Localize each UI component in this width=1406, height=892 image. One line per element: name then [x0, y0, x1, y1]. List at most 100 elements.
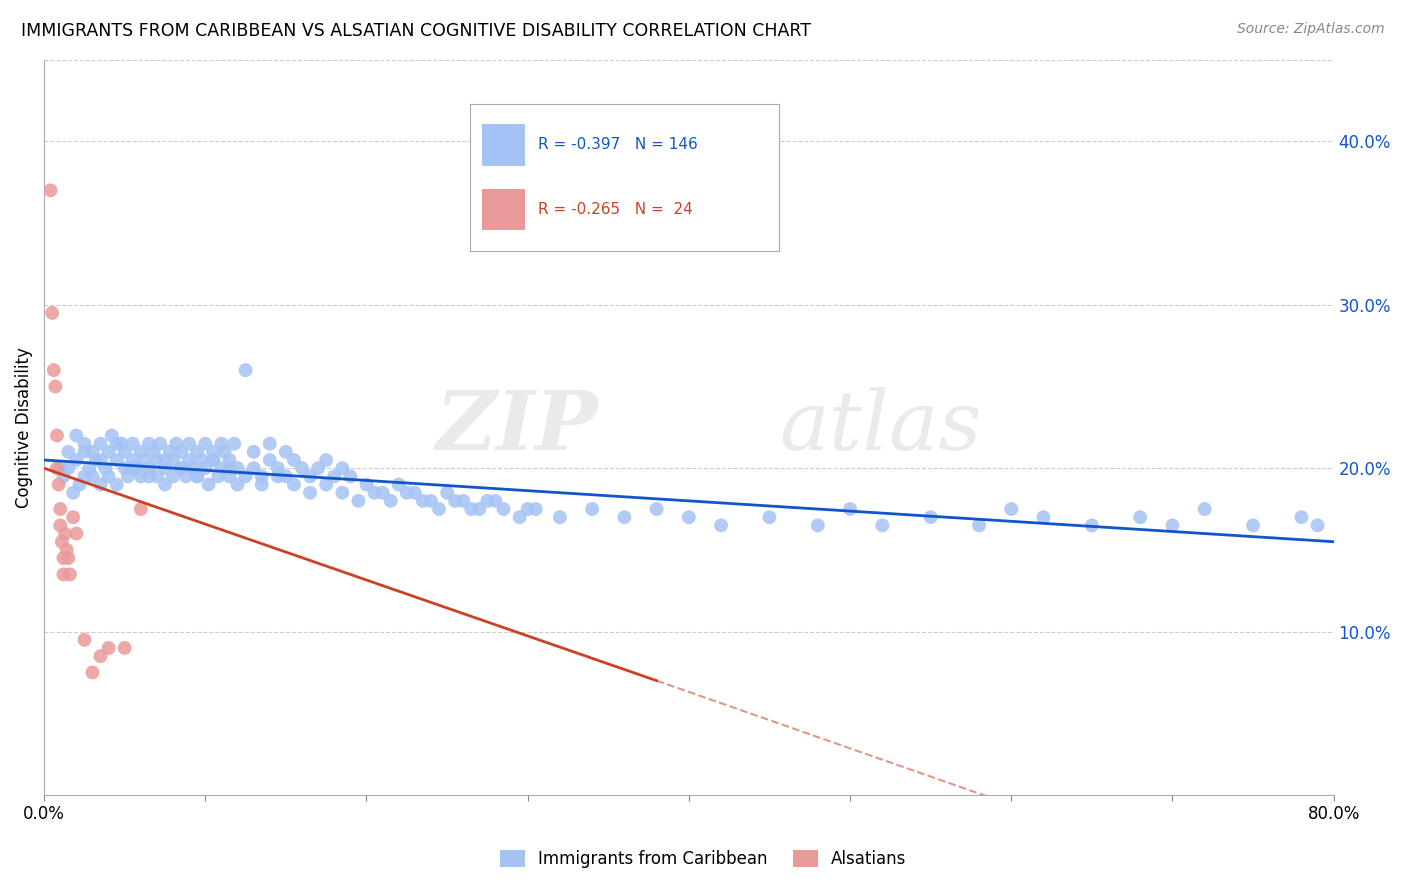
- Point: [710, 518, 733, 533]
- Point: [42, 363, 65, 377]
- Point: [142, 445, 165, 459]
- Point: [1161, 518, 1184, 533]
- Point: [226, 461, 249, 475]
- Point: [105, 477, 128, 491]
- Point: [159, 445, 181, 459]
- Point: [149, 436, 172, 450]
- Point: [315, 477, 337, 491]
- Text: atlas: atlas: [779, 387, 981, 467]
- Point: [202, 445, 225, 459]
- Point: [460, 502, 482, 516]
- Point: [73, 445, 96, 459]
- Point: [242, 461, 264, 475]
- Point: [218, 453, 240, 467]
- Point: [170, 445, 193, 459]
- Point: [1241, 518, 1264, 533]
- Point: [194, 436, 217, 450]
- Point: [839, 502, 862, 516]
- Point: [162, 453, 184, 467]
- Point: [209, 461, 232, 475]
- Point: [138, 436, 160, 450]
- Point: [420, 494, 443, 508]
- Point: [1291, 510, 1313, 524]
- Point: [62, 510, 84, 524]
- Point: [77, 461, 100, 475]
- Point: [65, 428, 87, 442]
- Point: [58, 445, 80, 459]
- Point: [153, 461, 176, 475]
- Point: [73, 632, 96, 647]
- Point: [146, 453, 169, 467]
- Point: [202, 453, 225, 467]
- Point: [209, 436, 232, 450]
- Point: [436, 485, 458, 500]
- Point: [146, 469, 169, 483]
- Point: [44, 379, 66, 393]
- Point: [52, 551, 75, 566]
- Point: [39, 183, 62, 197]
- Point: [242, 445, 264, 459]
- Point: [110, 436, 132, 450]
- Point: [807, 518, 830, 533]
- Point: [645, 502, 668, 516]
- Point: [1032, 510, 1054, 524]
- Point: [477, 494, 499, 508]
- Point: [259, 436, 281, 450]
- Point: [1081, 518, 1104, 533]
- Point: [186, 469, 208, 483]
- Point: [153, 453, 176, 467]
- Point: [380, 494, 402, 508]
- Point: [48, 477, 70, 491]
- Point: [356, 477, 378, 491]
- Point: [315, 453, 337, 467]
- Point: [404, 485, 426, 500]
- Point: [235, 363, 257, 377]
- Point: [179, 453, 201, 467]
- Point: [224, 436, 246, 450]
- Point: [65, 453, 87, 467]
- Point: [1129, 510, 1152, 524]
- Point: [214, 445, 236, 459]
- Point: [121, 453, 143, 467]
- Point: [330, 461, 353, 475]
- Point: [395, 485, 418, 500]
- Point: [114, 445, 136, 459]
- Point: [197, 477, 219, 491]
- Point: [52, 567, 75, 582]
- Point: [427, 502, 450, 516]
- Point: [207, 469, 229, 483]
- Point: [444, 494, 467, 508]
- Point: [174, 469, 197, 483]
- Point: [105, 453, 128, 467]
- Point: [451, 494, 474, 508]
- Point: [58, 551, 80, 566]
- Point: [1194, 502, 1216, 516]
- Point: [283, 453, 305, 467]
- Point: [388, 477, 411, 491]
- Point: [412, 494, 434, 508]
- Point: [181, 461, 204, 475]
- Point: [105, 436, 128, 450]
- Point: [678, 510, 700, 524]
- Point: [330, 485, 353, 500]
- Point: [267, 469, 290, 483]
- Point: [52, 469, 75, 483]
- Point: [484, 494, 506, 508]
- Point: [179, 436, 201, 450]
- Point: [524, 502, 547, 516]
- Point: [59, 567, 82, 582]
- Point: [121, 436, 143, 450]
- Point: [82, 469, 104, 483]
- Point: [117, 469, 139, 483]
- Point: [49, 518, 72, 533]
- Point: [170, 461, 193, 475]
- Point: [250, 477, 273, 491]
- Point: [468, 502, 491, 516]
- Legend: Immigrants from Caribbean, Alsatians: Immigrants from Caribbean, Alsatians: [494, 843, 912, 875]
- Point: [581, 502, 603, 516]
- Point: [323, 469, 346, 483]
- Point: [73, 436, 96, 450]
- Point: [73, 469, 96, 483]
- Point: [170, 461, 193, 475]
- Point: [920, 510, 942, 524]
